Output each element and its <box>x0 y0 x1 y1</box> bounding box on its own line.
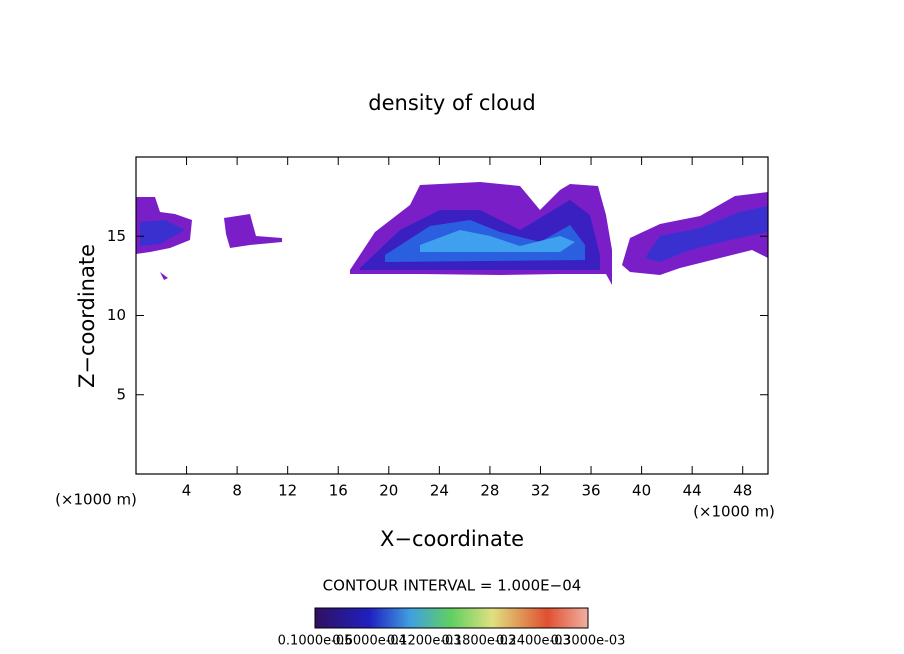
x-unit-left: (×1000 m) <box>55 491 137 509</box>
x-tick-label: 28 <box>480 482 499 500</box>
colorbar-label: 0.1000e-05 <box>278 634 353 649</box>
x-tick-label: 44 <box>683 482 702 500</box>
x-tick-label: 32 <box>531 482 550 500</box>
y-axis-label: Z−coordinate <box>75 244 99 388</box>
colorbar-label: 0.1200e-03 <box>387 634 462 649</box>
colorbar <box>314 607 589 629</box>
y-tick-label: 10 <box>107 306 126 324</box>
x-tick-label: 20 <box>379 482 398 500</box>
chart-title: density of cloud <box>368 91 535 115</box>
contour-interval: CONTOUR INTERVAL = 1.000E−04 <box>323 577 582 595</box>
colorbar-label: 0.1800e-03 <box>441 634 516 649</box>
x-tick-label: 24 <box>430 482 449 500</box>
colorbar-label: 0.2400e-03 <box>496 634 571 649</box>
colorbar-label: 0.6000e-04 <box>332 634 407 649</box>
y-tick-label: 15 <box>107 227 126 245</box>
x-tick-label: 16 <box>329 482 348 500</box>
x-tick-label: 40 <box>632 482 651 500</box>
y-tick-label: 5 <box>116 385 126 403</box>
x-unit-right: (×1000 m) <box>693 503 775 521</box>
x-axis-label: X−coordinate <box>380 527 524 551</box>
x-tick-label: 36 <box>581 482 600 500</box>
x-tick-label: 4 <box>182 482 192 500</box>
colorbar-label: 0.3000e-03 <box>551 634 626 649</box>
cloud-fill <box>136 182 768 285</box>
x-tick-label: 48 <box>733 482 752 500</box>
x-tick-label: 8 <box>232 482 242 500</box>
x-tick-label: 12 <box>278 482 297 500</box>
